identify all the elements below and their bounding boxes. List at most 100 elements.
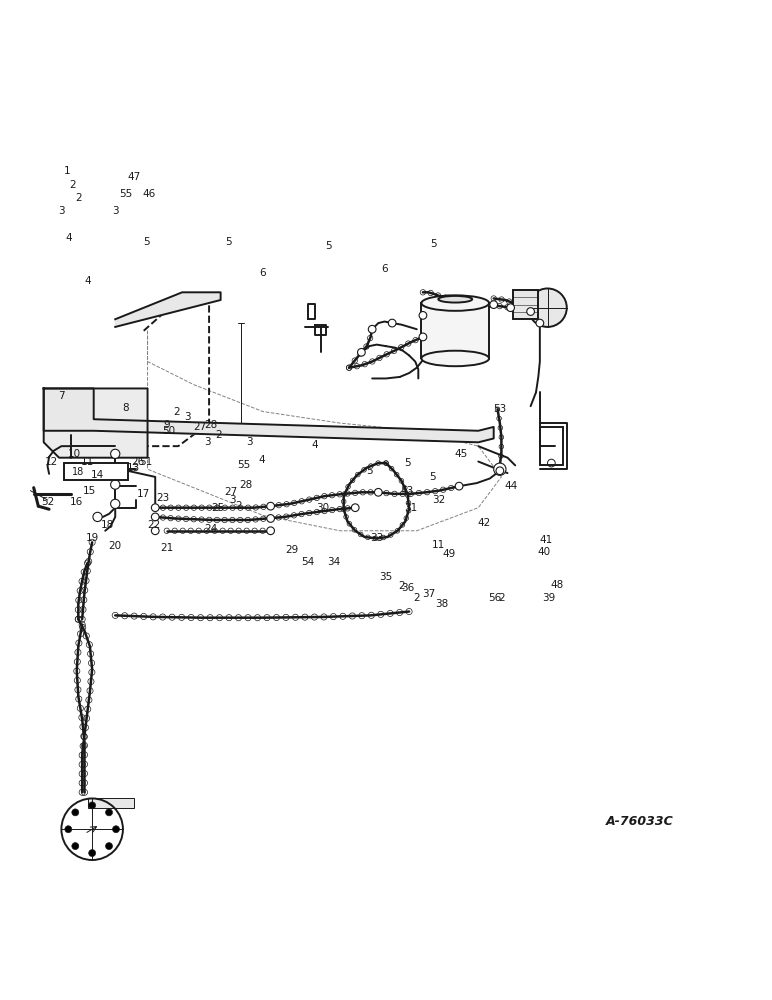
Circle shape <box>455 482 463 490</box>
Text: 5: 5 <box>405 458 411 468</box>
Text: 18: 18 <box>101 520 114 530</box>
Circle shape <box>527 308 534 315</box>
Text: 5: 5 <box>430 239 437 249</box>
Text: 5: 5 <box>143 237 149 247</box>
Text: 48: 48 <box>550 580 564 590</box>
Circle shape <box>72 809 79 816</box>
Text: 45: 45 <box>455 449 468 459</box>
Text: 20: 20 <box>109 541 122 551</box>
Text: 2: 2 <box>75 193 82 203</box>
Circle shape <box>113 826 120 833</box>
Text: 4: 4 <box>312 440 319 450</box>
FancyBboxPatch shape <box>64 463 128 480</box>
Text: 37: 37 <box>422 589 435 599</box>
Circle shape <box>93 512 102 522</box>
Text: 2: 2 <box>414 593 420 603</box>
Text: 25: 25 <box>212 503 225 513</box>
Text: 44: 44 <box>504 481 517 491</box>
Circle shape <box>536 319 543 327</box>
Circle shape <box>89 802 96 809</box>
Circle shape <box>419 333 427 341</box>
Text: 42: 42 <box>478 518 491 528</box>
Text: 36: 36 <box>401 583 414 593</box>
Text: 32: 32 <box>432 495 445 505</box>
Text: 13: 13 <box>127 463 141 473</box>
Circle shape <box>357 348 365 356</box>
Text: 24: 24 <box>204 524 217 534</box>
Text: 19: 19 <box>86 533 99 543</box>
Text: 8: 8 <box>123 403 130 413</box>
Text: 43: 43 <box>401 486 414 496</box>
Text: 46: 46 <box>143 189 156 199</box>
Circle shape <box>267 515 275 522</box>
Text: 5: 5 <box>325 241 332 251</box>
Circle shape <box>493 463 506 475</box>
Bar <box>513 290 537 319</box>
Circle shape <box>388 319 396 327</box>
Text: 16: 16 <box>70 497 83 507</box>
Text: 3: 3 <box>58 206 65 216</box>
Text: 39: 39 <box>543 593 556 603</box>
Text: 21: 21 <box>160 543 174 553</box>
Text: 7: 7 <box>58 391 65 401</box>
Text: 11: 11 <box>81 457 94 467</box>
Text: 49: 49 <box>442 549 455 559</box>
Text: 31: 31 <box>404 503 417 513</box>
Circle shape <box>106 843 113 850</box>
Text: 17: 17 <box>137 489 151 499</box>
Text: 27: 27 <box>224 487 237 497</box>
Circle shape <box>528 288 567 327</box>
Text: 41: 41 <box>540 535 553 545</box>
Text: 51: 51 <box>140 457 153 467</box>
Circle shape <box>151 513 159 521</box>
Text: 56: 56 <box>489 593 502 603</box>
Text: 4: 4 <box>66 233 73 243</box>
Ellipse shape <box>422 351 489 366</box>
Text: 5: 5 <box>428 472 435 482</box>
Text: 47: 47 <box>127 172 141 182</box>
Text: 50: 50 <box>163 426 176 436</box>
Circle shape <box>506 304 514 312</box>
Circle shape <box>267 502 275 510</box>
Text: 28: 28 <box>204 420 217 430</box>
Text: 6: 6 <box>381 264 388 274</box>
Circle shape <box>151 527 159 535</box>
Text: 40: 40 <box>537 547 550 557</box>
Text: 5: 5 <box>225 237 232 247</box>
Ellipse shape <box>422 295 489 311</box>
Text: 52: 52 <box>41 497 54 507</box>
Text: 53: 53 <box>493 404 506 414</box>
Text: 29: 29 <box>286 545 299 555</box>
Circle shape <box>419 312 427 319</box>
Text: 15: 15 <box>83 486 96 496</box>
Text: 9: 9 <box>164 420 170 430</box>
Text: 1: 1 <box>63 166 70 176</box>
Bar <box>422 303 489 358</box>
Text: 34: 34 <box>327 557 340 567</box>
Text: 2: 2 <box>235 501 242 511</box>
Bar <box>540 427 563 465</box>
Circle shape <box>351 504 359 512</box>
Text: 27: 27 <box>193 422 206 432</box>
Text: 5: 5 <box>366 466 372 476</box>
Text: 22: 22 <box>147 520 161 530</box>
Polygon shape <box>115 292 221 327</box>
Circle shape <box>106 809 113 816</box>
Text: 4: 4 <box>84 276 91 286</box>
Circle shape <box>374 488 382 496</box>
Circle shape <box>110 449 120 458</box>
Circle shape <box>89 850 96 857</box>
Circle shape <box>110 480 120 489</box>
Text: 26: 26 <box>132 457 145 467</box>
Text: 35: 35 <box>379 572 393 582</box>
Text: 3: 3 <box>205 437 211 447</box>
Text: 6: 6 <box>259 268 266 278</box>
Polygon shape <box>44 388 493 442</box>
Text: 28: 28 <box>239 480 252 490</box>
Text: 2: 2 <box>215 430 222 440</box>
Circle shape <box>72 843 79 850</box>
Circle shape <box>496 467 503 475</box>
Text: 3: 3 <box>112 206 119 216</box>
Text: 11: 11 <box>432 540 445 550</box>
Text: 18: 18 <box>72 467 84 477</box>
